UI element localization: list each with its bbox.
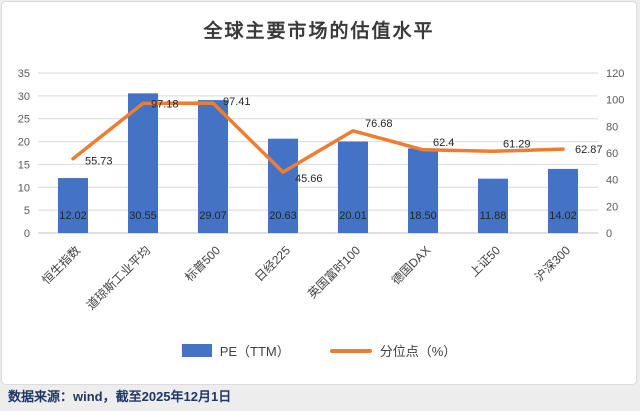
pe-bar (198, 100, 228, 233)
right-axis-tick: 80 (606, 121, 618, 133)
bar-value-label: 14.02 (549, 210, 577, 222)
left-axis-tick: 30 (18, 91, 30, 103)
data-source-note: 数据来源：wind，截至2025年12月1日 (8, 389, 232, 404)
x-axis-label: 沪深300 (532, 243, 573, 284)
left-axis-tick: 5 (24, 205, 30, 217)
percentile-series-swatch (329, 348, 372, 353)
line-value-label: 97.41 (223, 96, 251, 108)
bar-value-label: 20.01 (339, 210, 367, 222)
left-axis-tick: 0 (24, 228, 30, 240)
legend: PE（TTM） 分位点（%） (2, 341, 636, 360)
left-axis-tick: 35 (18, 68, 30, 80)
left-axis-tick: 25 (18, 114, 30, 126)
legend-label-percentile: 分位点（%） (379, 344, 457, 359)
line-value-label: 61.29 (503, 138, 531, 150)
legend-item-percentile: 分位点（%） (329, 341, 457, 360)
right-axis-tick: 120 (606, 68, 624, 80)
line-value-label: 62.4 (433, 137, 454, 149)
x-axis-label: 道琼斯工业平均 (83, 243, 153, 313)
bar-value-label: 12.02 (59, 210, 87, 222)
pe-bar (478, 178, 508, 233)
right-axis-tick: 60 (606, 148, 618, 160)
x-axis-label: 英国富时100 (304, 242, 363, 301)
pe-bar (408, 148, 438, 233)
pe-bar (338, 141, 368, 233)
bar-value-label: 18.50 (409, 210, 437, 222)
left-axis-tick: 10 (18, 182, 30, 194)
chart-card: 全球主要市场的估值水平 0 5 10 15 20 25 30 35 0 20 40 60 80 100 12… (1, 1, 637, 385)
x-axis-label: 德国DAX (388, 243, 433, 288)
line-value-label: 55.73 (85, 156, 113, 168)
pe-series-swatch (181, 344, 212, 357)
x-axis-label: 日经225 (252, 243, 293, 284)
legend-label-pe: PE（TTM） (219, 344, 290, 359)
line-value-label: 62.87 (575, 144, 603, 156)
bar-value-label: 11.88 (480, 210, 507, 222)
pe-bar (128, 93, 158, 233)
chart-title: 全球主要市场的估值水平 (203, 21, 435, 42)
pe-bar (268, 138, 298, 233)
right-axis-tick: 40 (606, 175, 618, 187)
right-axis-tick: 100 (606, 95, 624, 107)
legend-item-pe: PE（TTM） (181, 341, 290, 360)
percentile-line (71, 101, 565, 174)
pe-bar (548, 168, 578, 233)
left-axis-tick: 20 (18, 137, 30, 149)
line-value-label: 45.66 (295, 173, 323, 185)
x-axis-label: 恒生指数 (39, 243, 84, 288)
x-axis-label: 标普500 (182, 243, 223, 284)
left-axis-tick: 15 (18, 159, 30, 171)
bar-value-label: 29.07 (199, 210, 227, 222)
pe-bar (58, 178, 88, 233)
right-axis-tick: 20 (606, 201, 618, 213)
combo-chart: 0 5 10 15 20 25 30 35 0 20 40 60 80 100 120 12.02 恒生指数 30… (18, 68, 625, 313)
line-value-label: 97.18 (151, 98, 179, 110)
line-value-label: 76.68 (365, 118, 393, 130)
bar-value-label: 20.63 (269, 210, 297, 222)
right-axis-tick: 0 (606, 228, 612, 240)
x-axis-label: 上证50 (467, 243, 504, 280)
bar-value-label: 30.55 (129, 210, 157, 222)
